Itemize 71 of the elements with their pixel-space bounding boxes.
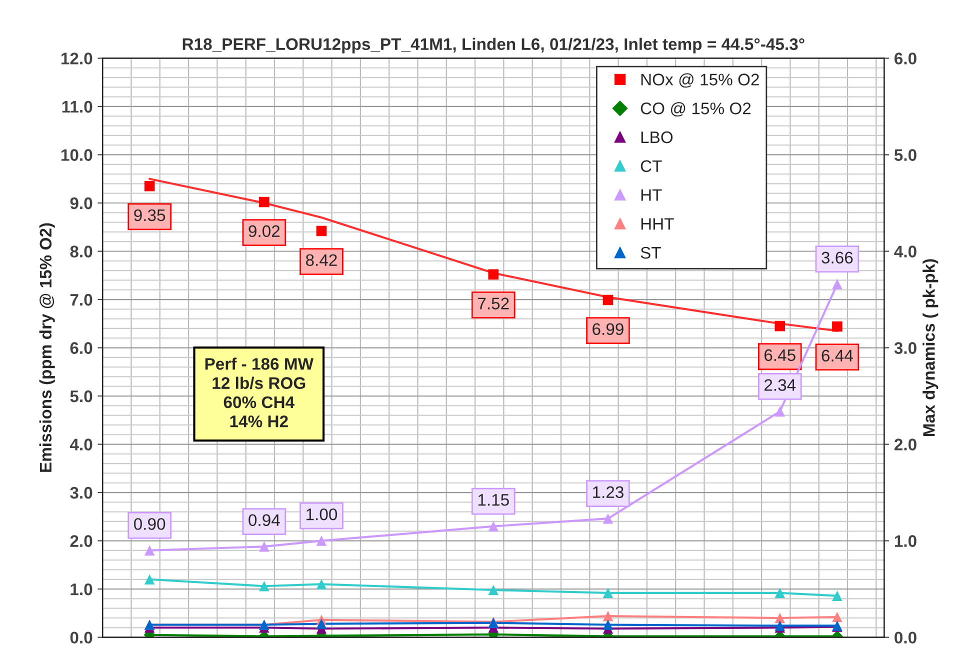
point — [144, 545, 155, 556]
point — [488, 584, 499, 596]
data-label: 8.42 — [306, 254, 337, 266]
legend-label: ST — [640, 246, 661, 259]
point — [316, 536, 327, 546]
data-label: 9.35 — [134, 209, 166, 222]
data-label: 7.52 — [478, 298, 509, 310]
y2-tick-label: 5.0 — [894, 149, 916, 161]
point — [602, 610, 614, 622]
y-tick-label: 5.0 — [70, 390, 92, 402]
y-tick-label: 4.0 — [70, 438, 92, 450]
y2-tick-label: 0.0 — [894, 632, 916, 644]
point — [602, 513, 614, 524]
annotation: Perf - 186 MW 12 lb/s ROG 60% CH4 14% H2 — [205, 358, 314, 428]
data-label: 9.02 — [248, 225, 280, 238]
data-label: 6.44 — [822, 350, 853, 362]
data-label: 3.66 — [822, 252, 853, 264]
point — [832, 612, 842, 622]
point — [774, 612, 786, 624]
data-label: 1.15 — [478, 494, 509, 506]
y-tick-label: 7.0 — [70, 294, 92, 306]
point — [832, 278, 842, 290]
point — [144, 574, 155, 585]
point — [774, 406, 786, 417]
legend-label: HHT — [641, 218, 674, 230]
data-label: 6.45 — [764, 349, 796, 362]
point — [259, 580, 270, 592]
point — [316, 226, 327, 236]
point — [259, 196, 270, 208]
y-tick-label: 0.0 — [70, 632, 92, 644]
point — [774, 588, 786, 598]
point — [774, 320, 786, 332]
point — [602, 294, 614, 306]
point — [602, 588, 614, 598]
y-tick-label: 11.0 — [62, 100, 92, 113]
legend-label: LBO — [641, 131, 673, 144]
data-label: 2.34 — [764, 379, 796, 391]
point — [832, 590, 842, 601]
point — [144, 180, 155, 192]
data-label: 0.94 — [248, 514, 280, 526]
data-label: 0.90 — [134, 518, 166, 530]
y2-axis-title: Max dynamics ( pk-pk) — [922, 259, 938, 436]
data-label: 1.00 — [306, 508, 338, 520]
y-axis-title: Emissions (ppm dry @ 15% O2) — [39, 223, 55, 472]
y-tick-label: 9.0 — [70, 197, 92, 210]
point — [488, 269, 499, 280]
point — [259, 541, 270, 552]
y-tick-label: 8.0 — [70, 246, 92, 258]
legend-label: NOx @ 15% O2 — [641, 73, 759, 88]
y2-tick-label: 4.0 — [894, 246, 916, 258]
chart-title: R18_PERF_LORU12pps_PT_41M1, Linden L6, 01/21/23, Inlet temp = 44.5°-45.3° — [182, 38, 804, 54]
y-tick-label: 6.0 — [70, 342, 92, 354]
legend-label: HT — [641, 189, 662, 201]
data-label: 1.23 — [593, 486, 624, 498]
legend-label: CT — [640, 160, 662, 172]
y-tick-label: 10.0 — [61, 149, 92, 161]
y-tick-label: 12.0 — [61, 52, 92, 64]
y2-tick-label: 1.0 — [894, 535, 916, 547]
point — [316, 618, 327, 629]
point — [832, 321, 842, 332]
y-tick-label: 2.0 — [70, 535, 92, 547]
point — [488, 521, 499, 532]
data-label: 6.99 — [592, 323, 624, 336]
y2-tick-label: 3.0 — [894, 342, 916, 354]
y-tick-label: 1.0 — [70, 583, 92, 596]
point — [316, 579, 327, 590]
point — [602, 620, 614, 630]
y-tick-label: 3.0 — [70, 486, 92, 499]
legend-label: CO @ 15% O2 — [640, 102, 751, 116]
y2-tick-label: 6.0 — [894, 52, 916, 64]
y2-tick-label: 2.0 — [894, 438, 916, 450]
